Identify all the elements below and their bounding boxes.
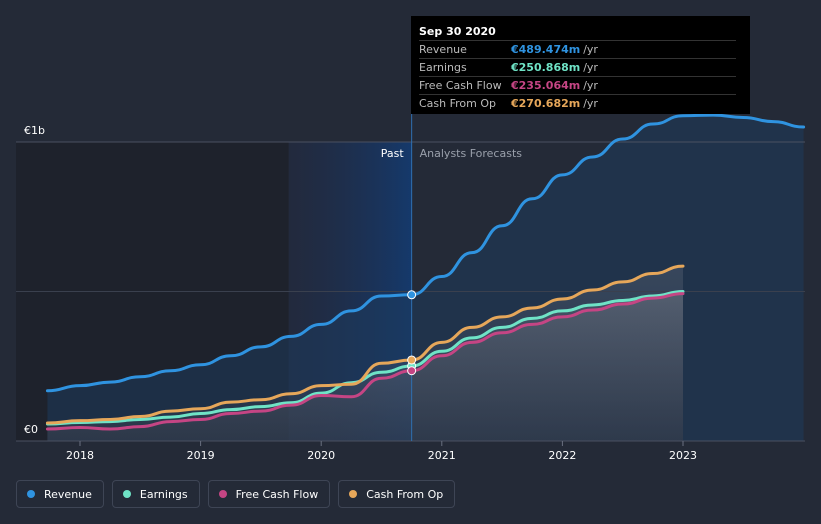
tooltip-label: Revenue (419, 43, 467, 56)
free-cash-flow-line (45, 292, 685, 431)
legend-label: Free Cash Flow (235, 487, 319, 501)
legend-dot-icon (218, 490, 227, 498)
tooltip-unit: /yr (583, 79, 598, 92)
x-tick-label: 2020 (307, 449, 335, 462)
legend-item-cash-from-op[interactable]: Cash From Op (338, 480, 456, 508)
x-tick-label: 2021 (428, 449, 456, 462)
free-cash-flow-marker (407, 366, 417, 376)
cash-from-op-marker (407, 355, 417, 365)
x-tick-label: 2018 (66, 449, 94, 462)
tooltip-unit: /yr (583, 43, 598, 56)
x-tick-label: 2019 (187, 449, 215, 462)
tooltip-row-free-cash-flow: Free Cash Flow €235.064m /yr (419, 76, 736, 94)
tooltip-value: €250.868m (511, 61, 581, 74)
tooltip-label: Cash From Op (419, 97, 497, 110)
forecast-label: Analysts Forecasts (420, 147, 523, 160)
earnings-line (45, 290, 685, 426)
legend-label: Revenue (44, 487, 92, 501)
tooltip-row-revenue: Revenue €489.474m /yr (419, 40, 736, 58)
tooltip-date: Sep 30 2020 (419, 25, 496, 38)
x-tick-label: 2022 (548, 449, 576, 462)
legend-dot-icon (122, 490, 131, 498)
legend: Revenue Earnings Free Cash Flow Cash Fro… (16, 480, 456, 508)
cash-from-op-line (45, 264, 685, 425)
legend-item-revenue[interactable]: Revenue (16, 480, 104, 508)
tooltip-unit: /yr (583, 61, 598, 74)
tooltip: Sep 30 2020 Revenue €489.474m /yr Earnin… (411, 16, 750, 114)
past-label: Past (381, 147, 405, 160)
tooltip-value: €489.474m (511, 43, 581, 56)
chart: €1b €0 Past Analysts Forecasts 2018 2019 2… (16, 16, 806, 462)
revenue-line (45, 113, 806, 393)
revenue-marker (407, 290, 417, 300)
x-tick-label: 2023 (669, 449, 697, 462)
tooltip-value: €235.064m (511, 79, 581, 92)
tooltip-label: Earnings (419, 61, 467, 74)
tooltip-row-earnings: Earnings €250.868m /yr (419, 58, 736, 76)
legend-item-free-cash-flow[interactable]: Free Cash Flow (207, 480, 331, 508)
tooltip-label: Free Cash Flow (419, 79, 502, 92)
y-tick-zero: €0 (24, 423, 38, 436)
tooltip-row-cash-from-op: Cash From Op €270.682m /yr (419, 94, 736, 112)
tooltip-value: €270.682m (511, 97, 581, 110)
legend-label: Earnings (139, 487, 188, 501)
legend-dot-icon (349, 490, 358, 498)
tooltip-unit: /yr (583, 97, 598, 110)
legend-label: Cash From Op (366, 487, 444, 501)
y-tick-max: €1b (24, 124, 45, 137)
legend-dot-icon (27, 490, 35, 498)
legend-item-earnings[interactable]: Earnings (111, 480, 200, 508)
